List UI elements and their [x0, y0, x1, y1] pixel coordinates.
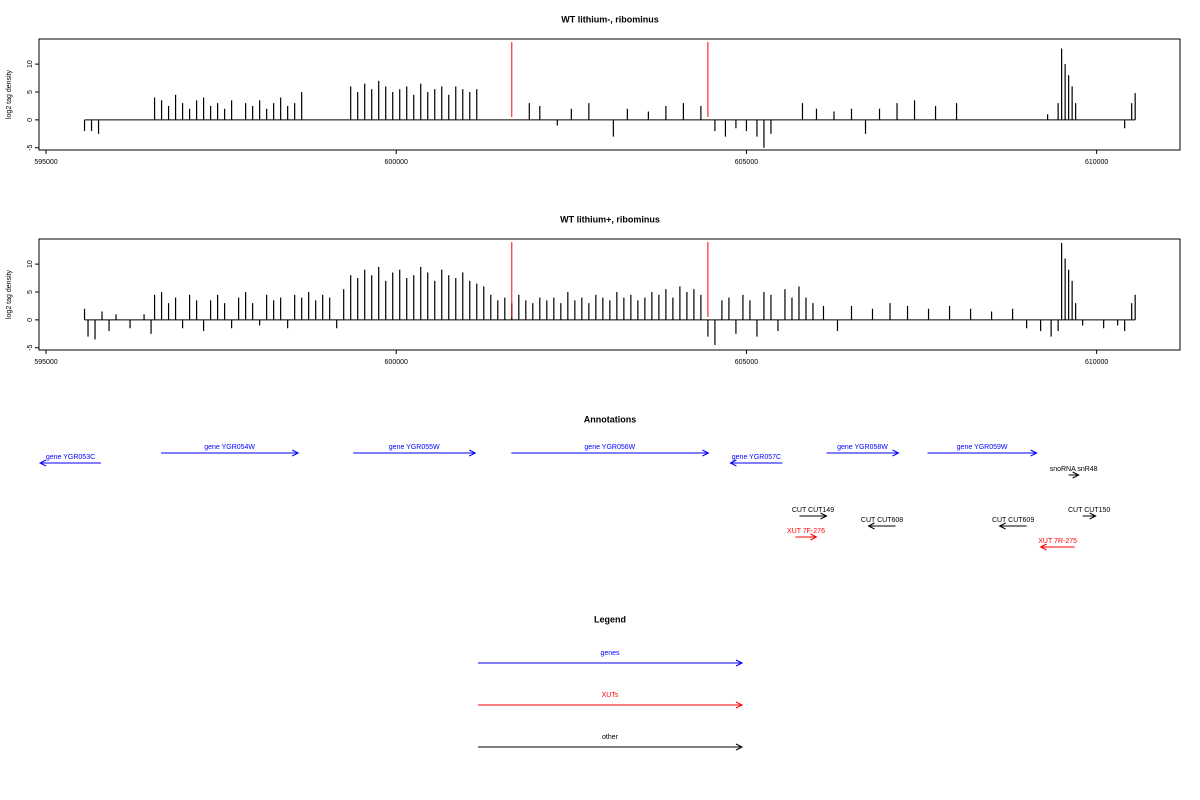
arrow-head [735, 659, 744, 667]
arrow-head [469, 449, 477, 457]
feature-arrow [353, 449, 477, 457]
feature-arrow [511, 449, 710, 457]
feature-label: snoRNA snR48 [1050, 466, 1098, 473]
feature-arrow [998, 522, 1027, 530]
y-tick-label: -5 [27, 145, 34, 151]
feature-label: gene YGR055W [389, 444, 440, 451]
legend-arrow [478, 743, 744, 751]
legend-arrow [478, 659, 744, 667]
arrow-head [892, 449, 900, 457]
x-tick-label: 600000 [385, 359, 408, 366]
legend-label: genes [600, 650, 620, 657]
feature-arrow [867, 522, 896, 530]
feature-label: gene YGR056W [584, 444, 635, 451]
y-axis-label: log2 tag density [6, 269, 13, 319]
feature-arrow [795, 533, 818, 541]
x-tick-label: 610000 [1085, 159, 1108, 166]
feature-arrow [729, 459, 783, 467]
x-tick-label: 605000 [735, 359, 758, 366]
legend-arrow [478, 701, 744, 709]
y-tick-label: 5 [27, 90, 34, 94]
y-tick-label: 0 [27, 118, 34, 122]
feature-arrow [38, 459, 101, 467]
feature-label: gene YGR059W [957, 444, 1008, 451]
annotations-title: Annotations [584, 414, 637, 424]
feature-arrow [1082, 512, 1097, 520]
feature-label: gene YGR053C [46, 454, 95, 461]
arrow-head [1030, 449, 1038, 457]
feature-arrow [1068, 471, 1080, 479]
arrow-head [998, 522, 1006, 530]
arrow-head [38, 459, 47, 467]
chart-title: WT lithium-, ribominus [561, 14, 659, 24]
feature-label: CUT CUT150 [1068, 507, 1110, 514]
y-tick-label: 5 [27, 290, 34, 294]
feature-label: gene YGR054W [204, 444, 255, 451]
arrow-head [729, 459, 737, 467]
feature-arrow [826, 449, 900, 457]
arrow-head [1089, 512, 1097, 520]
y-tick-label: 10 [27, 60, 34, 68]
x-tick-label: 595000 [34, 159, 57, 166]
feature-label: CUT CUT609 [992, 517, 1034, 524]
arrow-head [291, 449, 300, 457]
feature-arrow [1039, 543, 1075, 551]
arrow-head [1072, 471, 1080, 479]
legend-label: other [602, 734, 619, 741]
arrow-head [1039, 543, 1047, 551]
arrow-head [867, 522, 875, 530]
feature-label: XUT 7F-276 [787, 528, 825, 535]
chart-title: WT lithium+, ribominus [560, 214, 660, 224]
x-tick-label: 595000 [34, 359, 57, 366]
y-axis-label: log2 tag density [6, 69, 13, 119]
feature-label: CUT CUT608 [861, 517, 903, 524]
feature-arrow [161, 449, 300, 457]
plot-frame [38, 38, 1181, 151]
feature-arrow [799, 512, 828, 520]
feature-label: gene YGR057C [732, 454, 781, 461]
arrow-head [820, 512, 828, 520]
arrow-head [702, 449, 710, 457]
legend-title: Legend [594, 614, 626, 624]
legend-label: XUTs [602, 692, 619, 699]
arrow-head [810, 533, 818, 541]
feature-label: XUT 7R-275 [1038, 538, 1077, 545]
plot-frame [38, 238, 1181, 351]
arrow-head [735, 743, 744, 751]
feature-label: gene YGR058W [837, 444, 888, 451]
x-tick-label: 600000 [385, 159, 408, 166]
feature-arrow [927, 449, 1038, 457]
feature-label: CUT CUT149 [792, 507, 834, 514]
x-tick-label: 605000 [735, 159, 758, 166]
x-tick-label: 610000 [1085, 359, 1108, 366]
y-tick-label: -5 [27, 345, 34, 351]
y-tick-label: 10 [27, 260, 34, 268]
arrow-head [735, 701, 744, 709]
y-tick-label: 0 [27, 318, 34, 322]
